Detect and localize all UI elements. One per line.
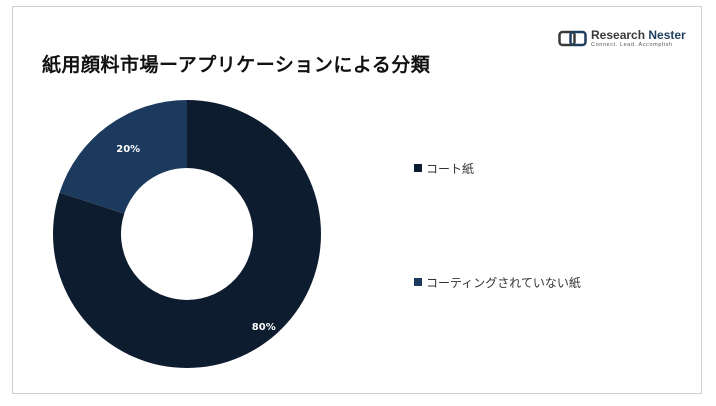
slice-label-uncoated: 20% xyxy=(116,144,140,155)
legend-item-uncoated: コーティングされていない紙 xyxy=(414,272,589,294)
research-nester-logo: Research Nester Connect. Lead. Accomplis… xyxy=(558,28,688,52)
donut-slice-coated xyxy=(53,100,322,368)
logo-tagline: Connect. Lead. Accomplish xyxy=(591,42,673,48)
legend-swatch-uncoated xyxy=(414,278,422,286)
donut-slice-uncoated xyxy=(59,100,187,214)
legend-swatch-coated xyxy=(414,164,422,172)
slice-label-coated: 80% xyxy=(252,322,276,333)
legend-item-coated: コート紙 xyxy=(414,158,604,180)
logo-mark-icon xyxy=(558,30,587,47)
legend-label-coated: コート紙 xyxy=(426,162,475,176)
logo-name: Research Nester xyxy=(591,28,686,42)
legend-label-uncoated: コーティングされていない紙 xyxy=(426,276,581,290)
chart-title: 紙用顔料市場ーアプリケーションによる分類 xyxy=(42,54,431,76)
